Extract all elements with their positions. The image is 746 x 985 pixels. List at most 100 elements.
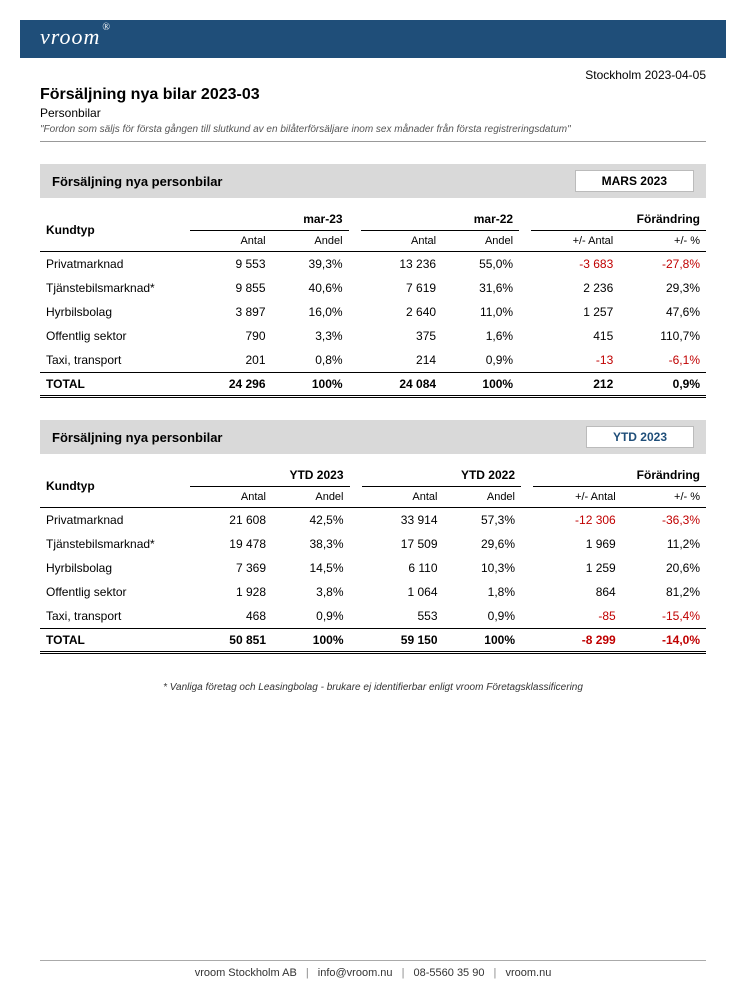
cell-andel-prev: 11,0% <box>442 300 519 324</box>
page-subtitle: Personbilar <box>40 106 706 120</box>
row-label: Privatmarknad <box>40 508 190 533</box>
cell-antal-prev: 6 110 <box>362 556 444 580</box>
cell-antal-cur: 9 553 <box>190 252 272 277</box>
sub-antal-4: Antal <box>362 487 444 508</box>
badge-ytd: YTD 2023 <box>586 426 694 448</box>
cell-andel-prev: 0,9% <box>444 604 522 629</box>
cell-diff-pct: 47,6% <box>619 300 706 324</box>
total-antal-cur: 24 296 <box>190 373 272 397</box>
section-title-ytd: Försäljning nya personbilar <box>52 430 586 445</box>
cell-diff: 2 236 <box>531 276 619 300</box>
sub-andel-4: Andel <box>444 487 522 508</box>
sub-pm-antal-2: +/- Antal <box>533 487 622 508</box>
cell-andel-cur: 14,5% <box>272 556 350 580</box>
row-label: Hyrbilsbolag <box>40 556 190 580</box>
logo: vroom® <box>40 24 109 49</box>
cell-antal-cur: 21 608 <box>190 508 272 533</box>
cell-diff-pct: 110,7% <box>619 324 706 348</box>
sub-antal-3: Antal <box>190 487 272 508</box>
sub-andel-3: Andel <box>272 487 350 508</box>
cell-diff-pct: 29,3% <box>619 276 706 300</box>
cell-andel-cur: 38,3% <box>272 532 350 556</box>
cell-diff-pct: 11,2% <box>622 532 706 556</box>
row-label: Taxi, transport <box>40 604 190 629</box>
group-current-2: YTD 2023 <box>190 464 350 487</box>
col-kundtyp-2: Kundtyp <box>40 464 190 508</box>
total-andel-prev: 100% <box>444 629 522 653</box>
group-current: mar-23 <box>190 208 349 231</box>
title-block: Försäljning nya bilar 2023-03 Personbila… <box>40 86 706 142</box>
cell-antal-prev: 13 236 <box>361 252 443 277</box>
cell-diff-pct: 20,6% <box>622 556 706 580</box>
cell-andel-prev: 10,3% <box>444 556 522 580</box>
cell-diff: -85 <box>533 604 622 629</box>
cell-diff: 1 257 <box>531 300 619 324</box>
cell-andel-prev: 57,3% <box>444 508 522 533</box>
table-ytd: Kundtyp YTD 2023 YTD 2022 Förändring Ant… <box>40 464 706 654</box>
group-change-2: Förändring <box>533 464 706 487</box>
logo-text: vroom <box>40 24 100 49</box>
total-diff-pct: -14,0% <box>622 629 706 653</box>
cell-andel-cur: 0,8% <box>272 348 349 373</box>
row-label: Taxi, transport <box>40 348 190 373</box>
cell-andel-cur: 3,3% <box>272 324 349 348</box>
section-head-ytd: Försäljning nya personbilar YTD 2023 <box>40 420 706 454</box>
cell-andel-prev: 0,9% <box>442 348 519 373</box>
total-antal-cur: 50 851 <box>190 629 272 653</box>
row-label: Tjänstebilsmarknad* <box>40 532 190 556</box>
cell-diff: 1 969 <box>533 532 622 556</box>
group-prev: mar-22 <box>361 208 520 231</box>
sub-antal-2: Antal <box>361 231 443 252</box>
cell-antal-cur: 790 <box>190 324 272 348</box>
table-row: Taxi, transport4680,9%5530,9%-85-15,4% <box>40 604 706 629</box>
cell-diff: -3 683 <box>531 252 619 277</box>
cell-antal-cur: 201 <box>190 348 272 373</box>
cell-andel-cur: 3,8% <box>272 580 350 604</box>
cell-diff-pct: -6,1% <box>619 348 706 373</box>
cell-antal-prev: 33 914 <box>362 508 444 533</box>
cell-antal-prev: 375 <box>361 324 443 348</box>
footnote: * Vanliga företag och Leasingbolag - bru… <box>40 682 706 693</box>
table-row: Offentlig sektor7903,3%3751,6%415110,7% <box>40 324 706 348</box>
cell-andel-cur: 42,5% <box>272 508 350 533</box>
total-andel-prev: 100% <box>442 373 519 397</box>
cell-antal-prev: 2 640 <box>361 300 443 324</box>
total-label: TOTAL <box>40 373 190 397</box>
table-month: Kundtyp mar-23 mar-22 Förändring Antal A… <box>40 208 706 398</box>
section-head-month: Försäljning nya personbilar MARS 2023 <box>40 164 706 198</box>
cell-antal-prev: 214 <box>361 348 443 373</box>
cell-andel-cur: 39,3% <box>272 252 349 277</box>
logo-mark: ® <box>102 22 111 33</box>
cell-antal-cur: 1 928 <box>190 580 272 604</box>
header-bar: vroom® <box>20 20 726 58</box>
table-row: Taxi, transport2010,8% 2140,9% -13-6,1% <box>40 348 706 373</box>
cell-diff-pct: -15,4% <box>622 604 706 629</box>
cell-andel-prev: 55,0% <box>442 252 519 277</box>
footer-phone: 08-5560 35 90 <box>414 967 485 979</box>
cell-diff-pct: 81,2% <box>622 580 706 604</box>
cell-antal-cur: 468 <box>190 604 272 629</box>
sub-antal-1: Antal <box>190 231 272 252</box>
section-title-month: Försäljning nya personbilar <box>52 174 575 189</box>
cell-diff: 1 259 <box>533 556 622 580</box>
cell-diff: -13 <box>531 348 619 373</box>
cell-diff: 864 <box>533 580 622 604</box>
total-diff: 212 <box>531 373 619 397</box>
total-antal-prev: 59 150 <box>362 629 444 653</box>
total-diff-pct: 0,9% <box>619 373 706 397</box>
sub-pm-antal: +/- Antal <box>531 231 619 252</box>
cell-diff-pct: -27,8% <box>619 252 706 277</box>
definition-note: "Fordon som säljs för första gången till… <box>40 124 706 142</box>
cell-andel-cur: 40,6% <box>272 276 349 300</box>
cell-andel-prev: 1,6% <box>442 324 519 348</box>
footer-email: info@vroom.nu <box>318 967 393 979</box>
badge-month: MARS 2023 <box>575 170 694 192</box>
footer-site: vroom.nu <box>505 967 551 979</box>
row-label: Hyrbilsbolag <box>40 300 190 324</box>
row-label: Tjänstebilsmarknad* <box>40 276 190 300</box>
cell-diff-pct: -36,3% <box>622 508 706 533</box>
sub-andel-1: Andel <box>272 231 349 252</box>
table-row: Hyrbilsbolag3 89716,0%2 64011,0%1 25747,… <box>40 300 706 324</box>
total-andel-cur: 100% <box>272 629 350 653</box>
group-change: Förändring <box>531 208 706 231</box>
